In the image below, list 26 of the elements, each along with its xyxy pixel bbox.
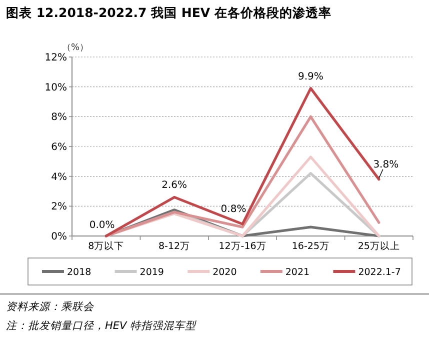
y-tick-label: 6% xyxy=(51,142,67,153)
y-tick-label: 2% xyxy=(51,202,67,213)
data-label: 0.8% xyxy=(220,204,246,216)
y-axis-title: （%） xyxy=(62,43,89,53)
text: 注：批发销量口径，HEV 特指强混车型 xyxy=(6,320,198,332)
y-tick-label: 12% xyxy=(44,52,67,64)
chart-title: 图表 12.2018-2022.7 我国 HEV 在各价格段的渗透率 xyxy=(6,5,332,20)
y-tick-label: 10% xyxy=(44,82,67,94)
text: 资料来源：乘联会 xyxy=(6,301,95,313)
legend-label: 2020 xyxy=(212,267,237,278)
y-tick-label: 0% xyxy=(51,232,67,242)
legend-label: 2018 xyxy=(67,267,92,278)
data-label: 3.8% xyxy=(373,159,399,170)
data-label: 2.6% xyxy=(162,180,188,192)
y-tick-label: 4% xyxy=(51,172,67,183)
data-label: 0.0% xyxy=(89,220,115,231)
legend-label: 2019 xyxy=(140,267,164,278)
x-tick-label: 25万以上 xyxy=(358,240,400,252)
x-tick-label: 8-12万 xyxy=(158,241,190,252)
legend-label: 2022.1-7 xyxy=(358,267,401,278)
x-tick-label: 12万-16万 xyxy=(218,241,266,252)
x-tick-label: 16-25万 xyxy=(292,241,330,252)
x-tick-label: 8万以下 xyxy=(88,240,124,252)
legend-label: 2021 xyxy=(285,267,310,278)
data-label: 9.9% xyxy=(298,71,324,82)
y-tick-label: 8% xyxy=(51,112,67,124)
